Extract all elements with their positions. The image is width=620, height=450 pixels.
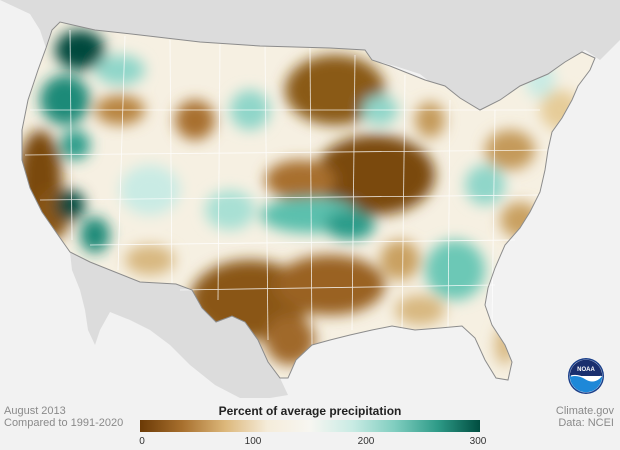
legend-tick-300: 300 xyxy=(469,436,487,447)
logo-text: NOAA xyxy=(577,367,595,373)
legend-tick-200: 200 xyxy=(357,436,375,447)
us-outline xyxy=(21,21,596,381)
state-borders xyxy=(24,29,549,346)
source-caption: Data: NCEI xyxy=(558,417,614,429)
credit-caption: Climate.gov xyxy=(555,405,614,417)
legend-tick-0: 0 xyxy=(139,436,145,447)
legend-title: Percent of average precipitation xyxy=(218,404,402,418)
baseline-caption: Compared to 1991-2020 xyxy=(4,417,124,429)
legend-tick-100: 100 xyxy=(244,436,262,447)
legend-color-bar xyxy=(140,420,480,432)
noaa-logo: NOAA xyxy=(567,357,605,395)
date-caption: August 2013 xyxy=(4,405,66,417)
